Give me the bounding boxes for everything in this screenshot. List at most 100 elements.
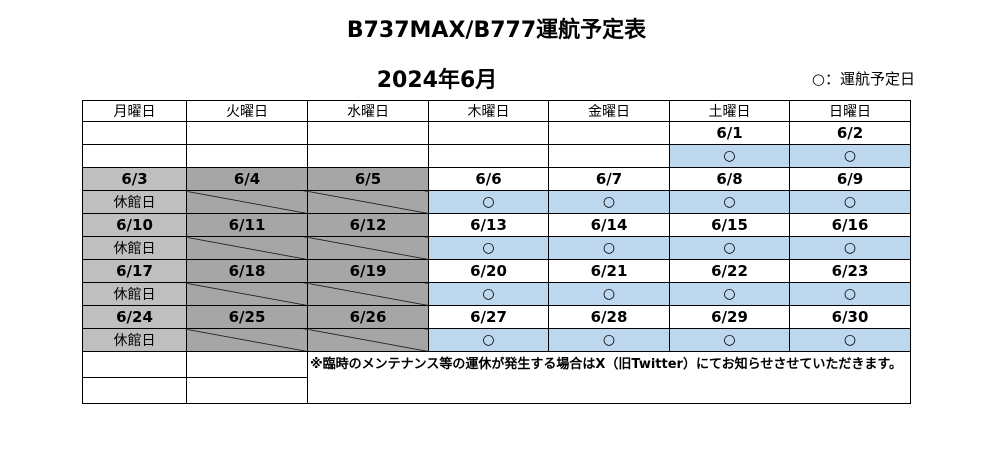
header-cell: 水曜日	[307, 100, 429, 122]
status-cell: ○	[789, 144, 911, 168]
date-cell: 6/10	[82, 213, 187, 237]
status-cell	[82, 144, 187, 168]
date-cell: 6/13	[428, 213, 549, 237]
date-cell: 6/18	[186, 259, 308, 283]
header-cell: 日曜日	[789, 100, 911, 122]
status-cell: ○	[789, 282, 911, 306]
date-cell: 6/15	[669, 213, 790, 237]
header-cell: 金曜日	[548, 100, 670, 122]
status-cell: ○	[669, 144, 790, 168]
status-cell: ○	[669, 190, 790, 214]
date-cell: 6/26	[307, 305, 429, 329]
empty-cell	[82, 377, 187, 404]
status-cell	[186, 282, 308, 306]
row: ※臨時のメンテナンス等の運休が発生する場合はX（旧Twitter）にてお知らせさ…	[82, 351, 911, 404]
row: 6/24 6/25 6/26 6/27 6/28 6/29 6/30	[82, 305, 911, 329]
date-cell: 6/7	[548, 167, 670, 191]
status-cell: ○	[669, 328, 790, 352]
status-cell: 休館日	[82, 328, 187, 352]
row	[82, 377, 911, 404]
row: 6/1 6/2	[82, 121, 911, 145]
date-cell: 6/22	[669, 259, 790, 283]
status-cell: 休館日	[82, 236, 187, 260]
header-cell: 月曜日	[82, 100, 187, 122]
row: 6/10 6/11 6/12 6/13 6/14 6/15 6/16	[82, 213, 911, 237]
status-cell	[307, 190, 429, 214]
status-cell	[307, 282, 429, 306]
date-cell	[186, 121, 308, 145]
date-cell: 6/5	[307, 167, 429, 191]
date-cell	[82, 121, 187, 145]
status-cell	[307, 328, 429, 352]
empty-cell	[186, 351, 308, 378]
status-cell	[186, 190, 308, 214]
row: ○ ○	[82, 144, 911, 168]
status-cell: 休館日	[82, 190, 187, 214]
date-cell: 6/17	[82, 259, 187, 283]
date-cell: 6/19	[307, 259, 429, 283]
row: 6/17 6/18 6/19 6/20 6/21 6/22 6/23	[82, 259, 911, 283]
date-cell: 6/4	[186, 167, 308, 191]
status-cell	[428, 144, 549, 168]
schedule-table: 月曜日 火曜日 水曜日 木曜日 金曜日 土曜日 日曜日 6/1 6/2 ○ ○ 6/3 6/4 6/5 6/…	[82, 100, 911, 404]
empty-cell	[186, 377, 308, 404]
status-cell: 休館日	[82, 282, 187, 306]
note: ※臨時のメンテナンス等の運休が発生する場合はX（旧Twitter）にてお知らせさ…	[307, 351, 911, 404]
date-cell	[307, 121, 429, 145]
status-cell	[548, 144, 670, 168]
status-cell: ○	[548, 190, 670, 214]
status-cell: ○	[789, 190, 911, 214]
status-cell: ○	[428, 282, 549, 306]
row: 6/3 6/4 6/5 6/6 6/7 6/8 6/9	[82, 167, 911, 191]
subtitle: 2024年6月	[376, 68, 498, 93]
row: 月曜日 火曜日 水曜日 木曜日 金曜日 土曜日 日曜日	[82, 100, 911, 122]
empty-cell	[82, 351, 187, 378]
date-cell: 6/20	[428, 259, 549, 283]
status-cell	[186, 328, 308, 352]
row: 休館日 ○ ○ ○ ○	[82, 282, 911, 306]
date-cell: 6/21	[548, 259, 670, 283]
status-cell	[307, 144, 429, 168]
date-cell	[428, 121, 549, 145]
date-cell: 6/28	[548, 305, 670, 329]
date-cell: 6/3	[82, 167, 187, 191]
date-cell: 6/27	[428, 305, 549, 329]
date-cell: 6/2	[789, 121, 911, 145]
header-cell: 木曜日	[428, 100, 549, 122]
date-cell: 6/9	[789, 167, 911, 191]
row: 休館日 ○ ○ ○ ○	[82, 328, 911, 352]
date-cell: 6/16	[789, 213, 911, 237]
date-cell: 6/29	[669, 305, 790, 329]
status-cell: ○	[548, 236, 670, 260]
date-cell: 6/14	[548, 213, 670, 237]
legend: ○：運航予定日	[811, 70, 915, 88]
status-cell	[307, 236, 429, 260]
header-cell: 土曜日	[669, 100, 790, 122]
date-cell: 6/11	[186, 213, 308, 237]
date-cell: 6/23	[789, 259, 911, 283]
date-cell: 6/25	[186, 305, 308, 329]
status-cell: ○	[669, 282, 790, 306]
date-cell: 6/8	[669, 167, 790, 191]
row: 休館日 ○ ○ ○ ○	[82, 236, 911, 260]
status-cell	[186, 144, 308, 168]
status-cell: ○	[428, 190, 549, 214]
status-cell: ○	[669, 236, 790, 260]
date-cell: 6/12	[307, 213, 429, 237]
status-cell	[186, 236, 308, 260]
row: 休館日 ○ ○ ○ ○	[82, 190, 911, 214]
status-cell: ○	[428, 328, 549, 352]
status-cell: ○	[789, 236, 911, 260]
date-cell: 6/1	[669, 121, 790, 145]
status-cell: ○	[789, 328, 911, 352]
status-cell: ○	[428, 236, 549, 260]
date-cell: 6/6	[428, 167, 549, 191]
status-cell: ○	[548, 328, 670, 352]
header-cell: 火曜日	[186, 100, 308, 122]
status-cell: ○	[548, 282, 670, 306]
title: B737MAX/B777運航予定表	[346, 18, 647, 43]
date-cell	[548, 121, 670, 145]
date-cell: 6/24	[82, 305, 187, 329]
date-cell: 6/30	[789, 305, 911, 329]
